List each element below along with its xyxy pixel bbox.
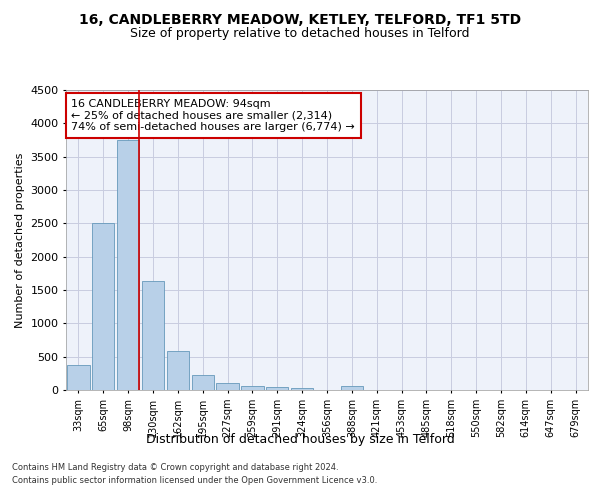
Bar [217,383,239,390]
Bar [67,366,89,390]
Bar [142,280,164,390]
Y-axis label: Number of detached properties: Number of detached properties [14,152,25,328]
Text: 16, CANDLEBERRY MEADOW, KETLEY, TELFORD, TF1 5TD: 16, CANDLEBERRY MEADOW, KETLEY, TELFORD,… [79,12,521,26]
Bar [341,386,363,390]
Text: Size of property relative to detached houses in Telford: Size of property relative to detached ho… [130,28,470,40]
Text: Distribution of detached houses by size in Telford: Distribution of detached houses by size … [146,432,454,446]
Bar [266,387,289,390]
Bar [92,224,115,390]
Bar [241,386,263,390]
Bar [117,140,139,390]
Bar [291,388,313,390]
Text: 16 CANDLEBERRY MEADOW: 94sqm
← 25% of detached houses are smaller (2,314)
74% of: 16 CANDLEBERRY MEADOW: 94sqm ← 25% of de… [71,99,355,132]
Text: Contains public sector information licensed under the Open Government Licence v3: Contains public sector information licen… [12,476,377,485]
Text: Contains HM Land Registry data © Crown copyright and database right 2024.: Contains HM Land Registry data © Crown c… [12,464,338,472]
Bar [191,374,214,390]
Bar [167,350,189,390]
